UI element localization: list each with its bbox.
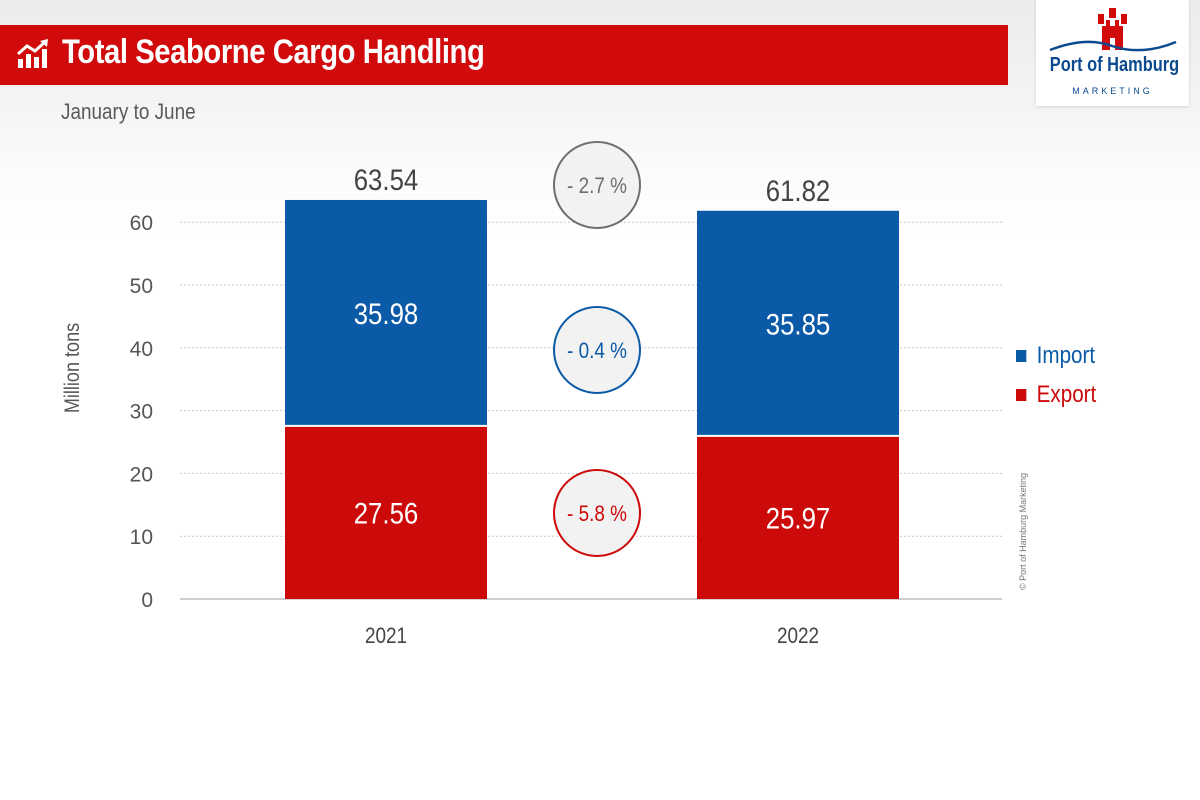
data-label-total: 61.82: [766, 174, 831, 207]
change-label-total: - 2.7 %: [567, 174, 627, 199]
bar-segment-export: [285, 425, 487, 599]
y-tick-label: 10: [130, 526, 153, 549]
legend-swatch-export: [1016, 389, 1027, 401]
data-label-export: 27.56: [354, 497, 419, 530]
y-tick-label: 20: [130, 463, 153, 486]
y-tick-label: 50: [130, 275, 153, 298]
x-tick-label: 2022: [777, 624, 819, 649]
change-circle-total: [553, 141, 641, 229]
logo-subtitle: MARKETING: [1072, 86, 1153, 96]
logo-name: Port of Hamburg: [1049, 54, 1180, 76]
change-circle-import: [553, 306, 641, 394]
y-tick-label: 30: [130, 401, 153, 424]
legend-swatch-import: [1016, 350, 1027, 362]
title-bar: Total Seaborne Cargo Handling: [0, 25, 1008, 85]
legend-label-export: Export: [1036, 381, 1097, 408]
x-tick-label: 2021: [365, 624, 407, 649]
bar-segment-import: [285, 199, 487, 426]
y-axis-label: Million tons: [61, 323, 85, 413]
bar-segment-import: [697, 210, 899, 436]
copyright-note: © Port of Hamburg Marketing: [1018, 472, 1028, 590]
page-title: Total Seaborne Cargo Handling: [62, 33, 485, 71]
logo: Port of Hamburg MARKETING: [1036, 0, 1189, 106]
bar-segment-export: [697, 435, 899, 599]
y-tick-label: 40: [130, 338, 153, 361]
y-tick-label: 0: [141, 589, 153, 612]
data-label-import: 35.85: [766, 308, 831, 341]
data-label-export: 25.97: [766, 502, 831, 535]
legend-label-import: Import: [1036, 342, 1096, 369]
legend-item-import: Import: [1016, 342, 1095, 370]
data-label-total: 63.54: [354, 163, 419, 196]
change-label-import: - 0.4 %: [567, 339, 627, 364]
y-tick-label: 60: [130, 212, 153, 235]
change-circle-export: [553, 469, 641, 557]
legend-item-export: Export: [1016, 381, 1096, 409]
change-label-export: - 5.8 %: [567, 502, 627, 527]
chart-trend-icon: [17, 39, 48, 68]
chart-subtitle: January to June: [61, 99, 196, 124]
data-label-import: 35.98: [354, 297, 419, 330]
hamburg-castle-icon: [1049, 8, 1177, 52]
